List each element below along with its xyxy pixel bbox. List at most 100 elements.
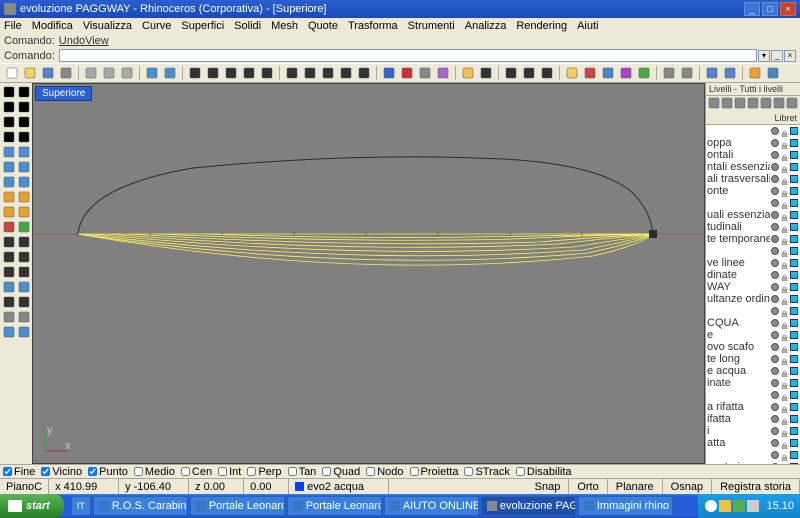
bulb-icon[interactable] [771, 415, 779, 423]
arrow-tool-icon[interactable] [2, 85, 16, 99]
status-registra storia[interactable]: Registra storia [712, 479, 800, 494]
zoom-icon[interactable] [284, 65, 300, 81]
osnap-tan[interactable]: Tan [288, 466, 317, 478]
bulb-icon[interactable] [771, 163, 779, 171]
layer-new-icon[interactable] [708, 97, 720, 110]
expl-tool-icon[interactable] [17, 235, 31, 249]
osnap-quad[interactable]: Quad [322, 466, 360, 478]
lock-icon[interactable] [781, 152, 788, 159]
color-swatch[interactable] [790, 331, 798, 339]
color-swatch[interactable] [790, 451, 798, 459]
split-tool-icon[interactable] [17, 220, 31, 234]
t6-tool-icon[interactable] [17, 295, 31, 309]
lock-icon[interactable] [781, 128, 788, 135]
osnap-proietta[interactable]: Proietta [410, 466, 459, 478]
bulb-icon[interactable] [771, 451, 779, 459]
trim-tool-icon[interactable] [2, 220, 16, 234]
osnap-check[interactable] [247, 467, 256, 476]
bulb-icon[interactable] [771, 427, 779, 435]
menu-trasforma[interactable]: Trasforma [348, 20, 398, 32]
bulb-icon[interactable] [564, 65, 580, 81]
lock-icon[interactable] [781, 272, 788, 279]
r3-icon[interactable] [618, 65, 634, 81]
osnap-punto[interactable]: Punto [88, 466, 128, 478]
menu-strumenti[interactable]: Strumenti [408, 20, 455, 32]
menu-aiuti[interactable]: Aiuti [577, 20, 598, 32]
print-icon[interactable] [58, 65, 74, 81]
r4-icon[interactable] [636, 65, 652, 81]
bulb-icon[interactable] [771, 379, 779, 387]
point-tool-icon[interactable] [2, 100, 16, 114]
bulb-icon[interactable] [771, 187, 779, 195]
status-snap[interactable]: Snap [527, 479, 570, 494]
color-swatch[interactable] [790, 163, 798, 171]
lock-icon[interactable] [781, 344, 788, 351]
lock-icon[interactable] [781, 164, 788, 171]
bulb-icon[interactable] [771, 127, 779, 135]
layer-row[interactable]: oppa [706, 137, 800, 149]
lock-icon[interactable] [781, 212, 788, 219]
color-swatch[interactable] [790, 319, 798, 327]
pline-tool-icon[interactable] [2, 115, 16, 129]
lock-icon[interactable] [781, 140, 788, 147]
sh-icon[interactable] [399, 65, 415, 81]
layer-row[interactable]: onte [706, 185, 800, 197]
layer-row[interactable]: ontali [706, 149, 800, 161]
redo-icon[interactable] [162, 65, 178, 81]
lock-icon[interactable] [521, 65, 537, 81]
bulb-icon[interactable] [771, 259, 779, 267]
color-swatch[interactable] [790, 367, 798, 375]
bulb-icon[interactable] [771, 139, 779, 147]
maximize-button[interactable]: □ [762, 2, 778, 16]
bulb-icon[interactable] [771, 331, 779, 339]
tray-icon[interactable] [747, 500, 759, 512]
layer-row[interactable]: te temporaneo [706, 233, 800, 245]
task-button[interactable]: AIUTO ONLINE - Mod... [384, 496, 479, 516]
status-osnap[interactable]: Osnap [663, 479, 712, 494]
menu-mesh[interactable]: Mesh [271, 20, 298, 32]
lock-icon[interactable] [781, 368, 788, 375]
t1-tool-icon[interactable] [2, 265, 16, 279]
layer-row[interactable] [706, 245, 800, 257]
osnap-int[interactable]: Int [218, 466, 241, 478]
opt-icon[interactable] [661, 65, 677, 81]
rect-tool-icon[interactable] [17, 115, 31, 129]
color-swatch[interactable] [790, 211, 798, 219]
task-button[interactable]: Portale Leonardo - Mi... [190, 496, 285, 516]
start-button[interactable]: start [0, 494, 64, 518]
osnap-check[interactable] [288, 467, 297, 476]
layer-row[interactable]: atta [706, 437, 800, 449]
undo-icon[interactable] [144, 65, 160, 81]
hide-icon[interactable] [503, 65, 519, 81]
ren-icon[interactable] [435, 65, 451, 81]
r2-icon[interactable] [600, 65, 616, 81]
color-swatch[interactable] [790, 175, 798, 183]
color-swatch[interactable] [790, 403, 798, 411]
color-swatch[interactable] [790, 247, 798, 255]
bulb-icon[interactable] [771, 391, 779, 399]
layer-sel-icon[interactable] [786, 97, 798, 110]
lock-icon[interactable] [781, 260, 788, 267]
layer-row[interactable]: inate [706, 377, 800, 389]
lock-icon[interactable] [781, 452, 788, 459]
menu-quote[interactable]: Quote [308, 20, 338, 32]
task-button[interactable]: Portale Leonardo - Mi... [287, 496, 382, 516]
layer-row[interactable] [706, 449, 800, 461]
show-icon[interactable] [539, 65, 555, 81]
cyl-tool-icon[interactable] [17, 175, 31, 189]
bulb-icon[interactable] [771, 403, 779, 411]
osnap-check[interactable] [464, 467, 473, 476]
lock-icon[interactable] [781, 284, 788, 291]
gh-icon[interactable] [417, 65, 433, 81]
osnap-check[interactable] [322, 467, 331, 476]
ball-icon[interactable] [747, 65, 763, 81]
osnap-disabilita[interactable]: Disabilita [516, 466, 572, 478]
mesh-tool-icon[interactable] [2, 205, 16, 219]
tray-icon[interactable] [705, 500, 717, 512]
wf-icon[interactable] [381, 65, 397, 81]
lock-icon[interactable] [781, 428, 788, 435]
color-swatch[interactable] [790, 307, 798, 315]
menu-file[interactable]: File [4, 20, 22, 32]
layer-row[interactable]: ifatta [706, 413, 800, 425]
minimize-button[interactable]: _ [744, 2, 760, 16]
